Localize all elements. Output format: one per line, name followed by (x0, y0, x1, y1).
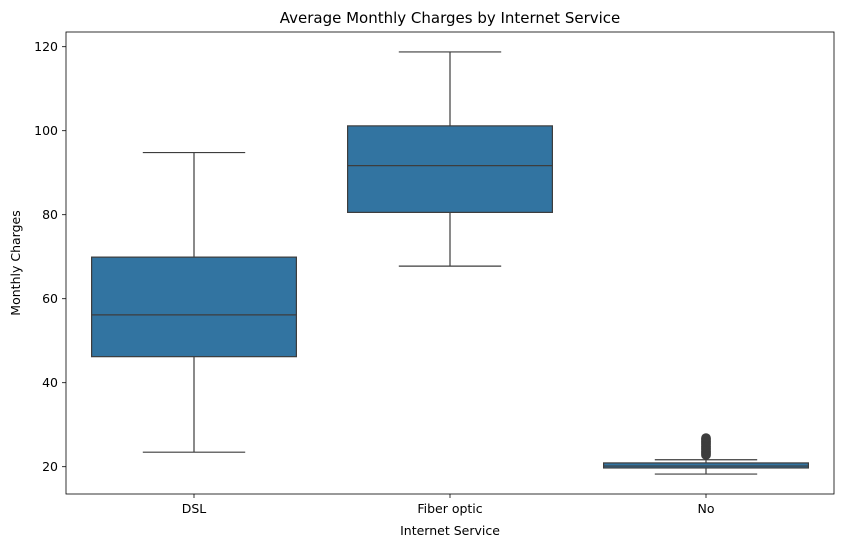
x-tick-label: No (698, 501, 715, 516)
plot-area (90, 51, 809, 475)
x-tick-label: Fiber optic (417, 501, 482, 516)
iqr-box (347, 125, 554, 213)
y-tick-label: 20 (42, 459, 58, 474)
chart-title: Average Monthly Charges by Internet Serv… (280, 9, 621, 27)
y-tick-label: 60 (42, 291, 58, 306)
x-axis-title: Internet Service (400, 523, 500, 538)
x-axis: DSL Fiber optic No (182, 494, 715, 516)
y-axis: 20 40 60 80 100 120 (34, 39, 66, 474)
box-group (347, 51, 554, 267)
y-axis-title: Monthly Charges (8, 210, 23, 315)
iqr-box (602, 462, 809, 469)
x-tick-label: DSL (182, 501, 207, 516)
box-group (90, 151, 298, 453)
iqr-box (90, 256, 298, 358)
y-tick-label: 40 (42, 375, 58, 390)
y-tick-label: 80 (42, 207, 58, 222)
y-tick-label: 100 (34, 123, 58, 138)
box-group (602, 433, 809, 475)
outlier-point (701, 433, 711, 444)
y-tick-label: 120 (34, 39, 58, 54)
